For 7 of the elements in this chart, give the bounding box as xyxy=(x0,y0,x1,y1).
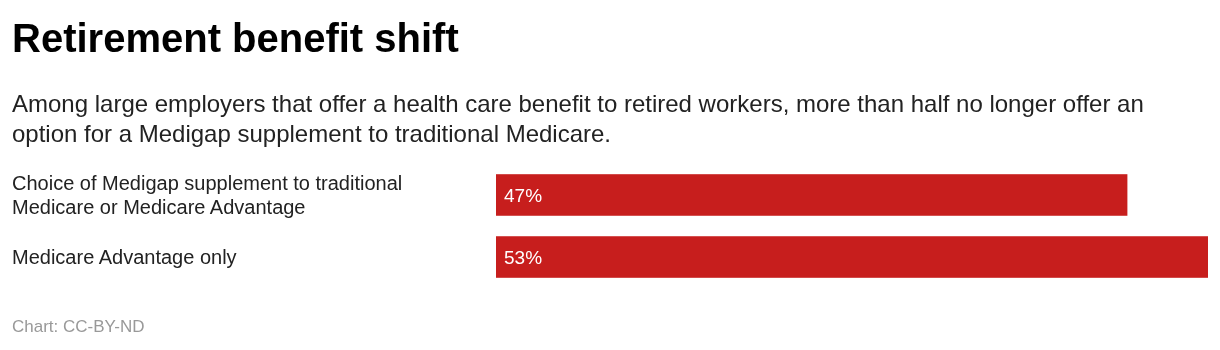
chart-title: Retirement benefit shift xyxy=(12,16,459,60)
y-tick-label: Choice of Medigap supplement to traditional Medicare or Medicare Advantage xyxy=(12,171,403,218)
y-tick-label: Medicare Advantage only xyxy=(12,246,237,269)
data-label: 47% xyxy=(504,184,543,206)
data-label: 53% xyxy=(504,246,543,268)
text: Chart: CC-BY-ND xyxy=(12,317,145,336)
chart-subtitle: Among large employers that offer a health care benefit to retired workers, more than half no longer offer an option for a Medigap supplement to traditional Medicare. xyxy=(12,90,1144,147)
